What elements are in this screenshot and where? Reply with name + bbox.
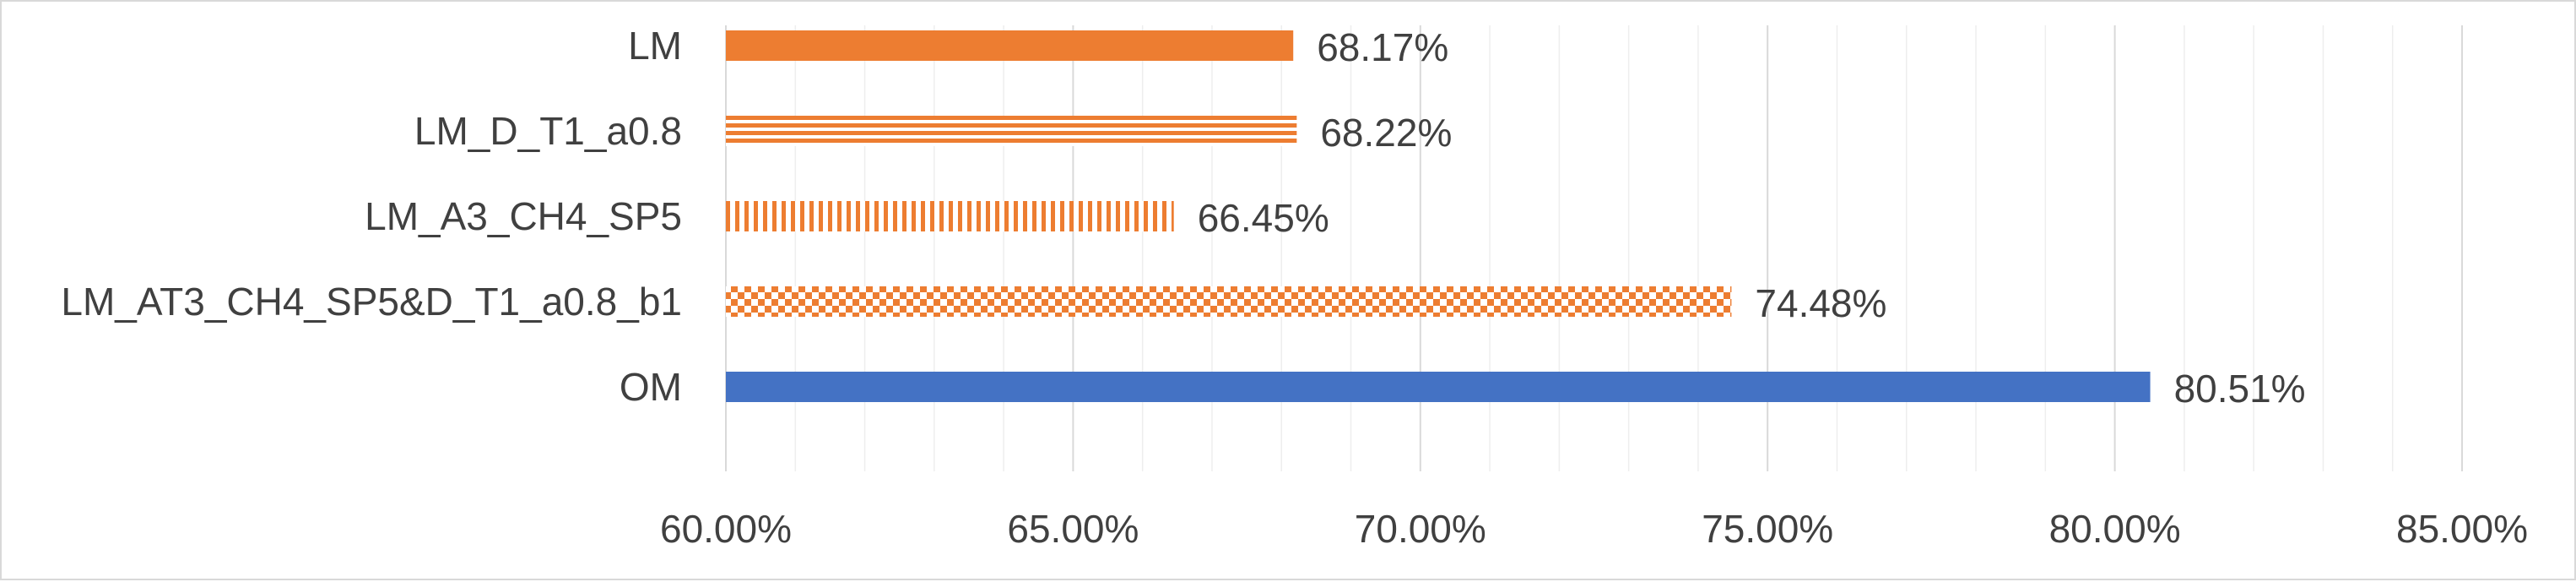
data-label: 66.45% — [1198, 196, 1329, 240]
data-label: 68.17% — [1317, 25, 1448, 69]
x-tick-label: 70.00% — [1355, 507, 1486, 551]
x-tick-label: 60.00% — [660, 507, 792, 551]
x-tick-label: 85.00% — [2396, 507, 2528, 551]
x-tick-label: 80.00% — [2049, 507, 2181, 551]
data-label: 74.48% — [1755, 281, 1886, 325]
data-label: 80.51% — [2174, 367, 2306, 411]
category-label: LM_D_T1_a0.8 — [414, 109, 682, 153]
category-label: LM — [628, 24, 682, 68]
category-label: OM — [620, 365, 682, 409]
x-tick-label: 65.00% — [1007, 507, 1139, 551]
bar-om — [726, 372, 2151, 402]
bar-lm-a3-ch4-sp5 — [726, 201, 1174, 231]
category-label: LM_AT3_CH4_SP5&D_T1_a0.8_b1 — [61, 280, 682, 324]
bar-lm-at3-ch4-sp5-d-t1-a0-8-b1 — [726, 286, 1732, 317]
data-label: 68.22% — [1320, 111, 1452, 155]
bar-lm-d-t1-a0-8 — [726, 116, 1297, 146]
bar-lm — [726, 30, 1294, 61]
category-label: LM_A3_CH4_SP5 — [365, 194, 682, 238]
x-tick-label: 75.00% — [1702, 507, 1833, 551]
bars — [726, 30, 2151, 402]
labels: 60.00% 65.00% 70.00% 75.00% 80.00% 85.00% LM 68… — [61, 24, 2528, 551]
